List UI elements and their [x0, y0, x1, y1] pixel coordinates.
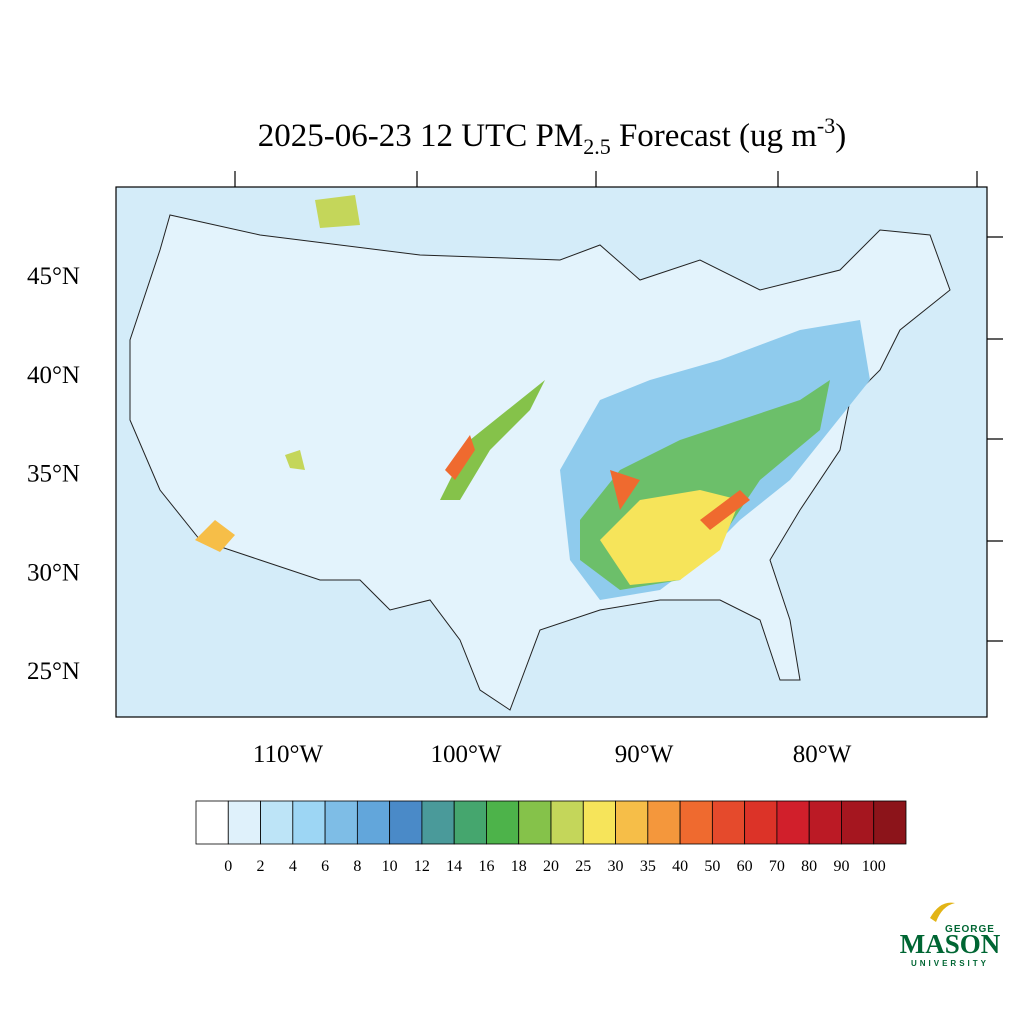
colorbar-label: 10 — [382, 858, 398, 875]
map-frame — [115, 186, 988, 718]
haze-orange — [610, 470, 750, 530]
colorbar-label: 20 — [543, 858, 559, 875]
colorbar-label: 30 — [608, 858, 624, 875]
lon-label: 90°W — [615, 741, 674, 768]
lat-label: 25°N — [27, 658, 80, 685]
title-end: ) — [835, 118, 846, 154]
haze-yellow — [600, 490, 740, 585]
title: 2025-06-23 12 UTC PM2.5 Forecast (ug m-3… — [258, 113, 846, 159]
colorbar-label: 50 — [704, 858, 720, 875]
lat-label: 45°N — [27, 263, 80, 290]
colorbar: 0 2 4 6 8 10 12 14 16 18 20 25 30 35 40 50 60 70 80 90 100 — [195, 800, 907, 875]
colorbar-label: 18 — [511, 858, 527, 875]
colorbar-swatch — [324, 800, 358, 845]
colorbar-swatch — [744, 800, 778, 845]
colorbar-label: 12 — [414, 858, 430, 875]
logo-bottom: UNIVERSITY — [911, 959, 989, 968]
title-main: 2025-06-23 12 UTC PM — [258, 118, 583, 154]
colorbar-swatch — [679, 800, 713, 845]
colorbar-label: 16 — [478, 858, 494, 875]
colorbar-label: 40 — [672, 858, 688, 875]
colorbar-label: 100 — [862, 858, 886, 875]
colorbar-swatch — [550, 800, 584, 845]
colorbar-label: 6 — [321, 858, 329, 875]
colorbar-swatch — [389, 800, 423, 845]
colorbar-swatch — [711, 800, 746, 845]
map — [116, 187, 987, 717]
lon-label: 80°W — [793, 741, 852, 768]
lon-label: 110°W — [253, 741, 324, 768]
colorbar-swatch — [195, 800, 229, 845]
colorbar-swatch — [518, 800, 552, 845]
colorbar-swatch — [260, 800, 294, 845]
title-rest: Forecast (ug m — [611, 118, 818, 154]
colorbar-swatch — [776, 800, 810, 845]
colorbar-swatch — [615, 800, 649, 845]
colorbar-label: 8 — [353, 858, 361, 875]
colorbar-swatch — [841, 800, 875, 845]
colorbar-label: 4 — [289, 858, 297, 875]
logo-main: MASON — [900, 929, 1001, 959]
colorbar-swatch — [808, 800, 842, 845]
lat-label: 40°N — [27, 362, 80, 389]
axis-labels: 45°N 40°N 35°N 30°N 25°N 110°W 100°W 90°W 80°W — [27, 263, 852, 768]
colorbar-swatch — [421, 800, 455, 845]
logo-top: GEORGE — [945, 924, 995, 935]
lat-label: 35°N — [27, 461, 80, 488]
us-outline — [129, 214, 951, 711]
colorbar-label: 70 — [769, 858, 785, 875]
hotspot-utah — [285, 450, 305, 470]
plume-plains — [440, 380, 545, 500]
colorbar-label: 14 — [446, 858, 462, 875]
colorbar-label: 2 — [257, 858, 265, 875]
colorbar-label: 25 — [575, 858, 591, 875]
colorbar-label: 60 — [737, 858, 753, 875]
colorbar-swatch — [227, 800, 261, 845]
colorbar-label: 80 — [801, 858, 817, 875]
colorbar-swatch — [582, 800, 616, 845]
frame-ticks — [234, 171, 1003, 642]
colorbar-label: 35 — [640, 858, 656, 875]
colorbar-swatch — [873, 800, 907, 845]
hotspot-north — [315, 195, 360, 228]
lat-label: 30°N — [27, 559, 80, 586]
title-sub: 2.5 — [583, 134, 611, 159]
colorbar-label: 90 — [833, 858, 849, 875]
colorbar-swatch — [453, 800, 487, 845]
plume-core — [445, 435, 475, 480]
colorbar-swatch — [356, 800, 391, 845]
title-sup: -3 — [817, 113, 835, 138]
hotspot-sw — [195, 520, 235, 552]
colorbar-swatch — [647, 800, 681, 845]
logo-flame — [930, 902, 955, 922]
logo: GEORGE MASON UNIVERSITY — [900, 902, 1001, 968]
colorbar-swatch — [486, 800, 520, 845]
colorbar-label: 0 — [224, 858, 232, 875]
lon-label: 100°W — [430, 741, 501, 768]
colorbar-swatch — [292, 800, 326, 845]
